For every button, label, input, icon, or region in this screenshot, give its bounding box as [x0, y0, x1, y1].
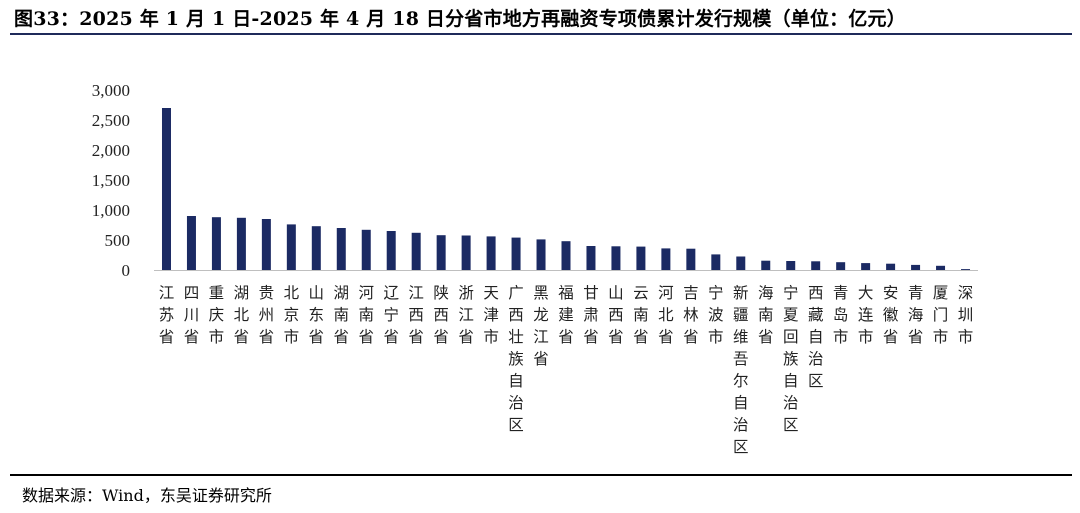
bar	[811, 261, 821, 270]
x-category-label: 福建省	[558, 284, 574, 346]
x-category-label: 山东省	[309, 284, 325, 346]
bar	[461, 235, 471, 270]
x-category-label: 天津市	[483, 284, 499, 346]
x-category-label: 湖南省	[334, 284, 350, 346]
bar	[786, 261, 796, 270]
bar	[386, 231, 396, 270]
bar	[761, 260, 771, 270]
bar	[286, 224, 296, 270]
title-divider	[10, 33, 1072, 35]
bar	[511, 237, 521, 270]
x-category-label: 浙江省	[458, 284, 474, 346]
footer-divider	[10, 474, 1072, 476]
bar	[711, 254, 721, 270]
x-category-label: 宁夏回族自治区	[783, 284, 799, 434]
x-category-label: 陕西省	[433, 284, 449, 346]
x-category-label: 厦门市	[933, 284, 949, 346]
x-category-label: 河南省	[358, 284, 374, 346]
bar	[736, 256, 746, 270]
x-category-label: 吉林省	[683, 284, 699, 346]
x-category-label: 黑龙江省	[533, 284, 549, 368]
x-category-label: 四川省	[184, 284, 200, 346]
bar	[886, 263, 896, 270]
bar	[211, 217, 221, 270]
bar	[561, 241, 571, 270]
x-category-label: 西藏自治区	[808, 284, 824, 390]
bar	[336, 228, 346, 270]
bar-chart: 0 500 1,000 1,500 2,000 2,500 3,000 江苏省四川省重庆市湖北…	[92, 81, 978, 456]
x-category-label: 海南省	[758, 284, 774, 346]
bar	[486, 236, 496, 270]
x-category-label: 江西省	[408, 284, 424, 346]
y-tick-label: 1,000	[92, 201, 130, 220]
x-category-label: 深圳市	[958, 284, 974, 346]
bar	[436, 235, 446, 270]
x-category-label: 广西壮族自治区	[508, 284, 524, 434]
y-tick-label: 500	[105, 231, 131, 250]
y-tick-label: 2,500	[92, 111, 130, 130]
bar	[861, 263, 871, 270]
bar	[161, 108, 171, 270]
bar	[186, 216, 196, 270]
bar	[586, 246, 596, 270]
chart-title: 图33：2025 年 1 月 1 日-2025 年 4 月 18 日分省市地方再…	[14, 8, 906, 30]
x-category-label: 山西省	[608, 284, 624, 346]
y-tick-label: 0	[122, 261, 131, 280]
x-category-label: 甘肃省	[583, 284, 599, 346]
y-tick-label: 3,000	[92, 81, 130, 100]
bar	[936, 265, 946, 270]
x-category-label: 宁波市	[708, 284, 724, 346]
bar	[911, 264, 921, 270]
bar	[261, 219, 271, 270]
x-category-label: 青岛市	[833, 284, 849, 346]
y-tick-label: 1,500	[92, 171, 130, 190]
x-category-label: 湖北省	[234, 284, 250, 346]
x-category-label: 北京市	[284, 284, 300, 346]
y-tick-label: 2,000	[92, 141, 130, 160]
bar	[411, 232, 421, 270]
bar	[836, 262, 846, 270]
bar	[661, 248, 671, 270]
x-category-label: 重庆市	[209, 284, 225, 346]
bar	[961, 269, 971, 270]
x-category-label: 青海省	[908, 284, 924, 346]
bar	[636, 246, 646, 270]
x-category-label: 云南省	[633, 284, 649, 346]
x-category-label: 大连市	[858, 284, 874, 346]
x-category-label: 贵州省	[259, 284, 275, 346]
x-category-label: 河北省	[658, 284, 674, 346]
x-category-label: 新疆维吾尔自治区	[733, 284, 749, 456]
x-category-label: 辽宁省	[383, 284, 399, 346]
bar	[361, 229, 371, 270]
x-category-label: 安徽省	[883, 284, 899, 346]
bar	[536, 239, 546, 270]
bar	[611, 246, 621, 270]
x-category-label: 江苏省	[159, 284, 175, 346]
bar	[236, 217, 246, 270]
source-note: 数据来源：Wind，东吴证券研究所	[22, 486, 272, 505]
bar	[311, 226, 321, 270]
bar	[686, 248, 696, 270]
